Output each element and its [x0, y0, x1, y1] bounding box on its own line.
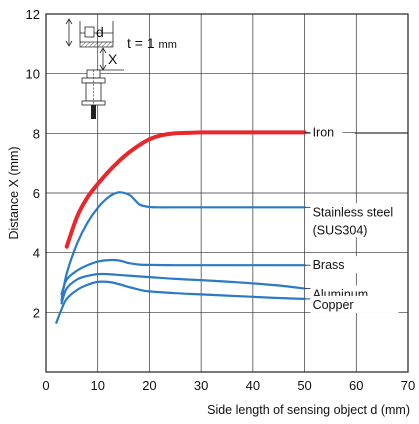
x-tick-label: 70	[401, 378, 415, 393]
y-tick-label: 2	[33, 305, 40, 320]
series-label-copper: Copper	[313, 298, 354, 312]
x-axis-label: Side length of sensing object d (mm)	[207, 403, 410, 417]
sensor-inset-diagram: d X t = 1 mm	[65, 18, 177, 119]
inset-sensor-cable	[91, 105, 96, 119]
tick-labels: 0 10 20 30 40 50 60 70 2 4 6 8 10 12	[26, 7, 416, 393]
inset-x-label: X	[108, 51, 118, 67]
series-lines	[55, 130, 307, 324]
inset-arrow-down	[65, 40, 73, 47]
y-tick-label: 10	[26, 67, 40, 82]
inset-x-arrow-up	[99, 47, 107, 54]
series-line-stainless-steel	[60, 191, 306, 302]
x-tick-label: 20	[142, 378, 156, 393]
series-line-brass	[60, 258, 306, 296]
inset-arrow-up	[65, 18, 73, 25]
series-label-bg	[310, 203, 399, 238]
y-tick-label: 12	[26, 7, 40, 22]
y-tick-label: 4	[33, 246, 40, 261]
x-tick-label: 60	[349, 378, 363, 393]
x-tick-label: 10	[90, 378, 104, 393]
inset-d-label: d	[96, 24, 104, 40]
y-tick-label: 6	[33, 186, 40, 201]
x-tick-label: 0	[42, 378, 49, 393]
series-label-brass: Brass	[313, 258, 345, 272]
x-tick-label: 50	[297, 378, 311, 393]
y-tick-label: 8	[33, 126, 40, 141]
plot-frame	[45, 13, 409, 373]
x-tick-label: 40	[246, 378, 260, 393]
series-label-sus304: (SUS304)	[313, 223, 368, 237]
x-tick-label: 30	[194, 378, 208, 393]
series-line-copper	[55, 280, 306, 324]
inset-square-symbol	[84, 26, 95, 38]
series-line-aluminum	[60, 272, 306, 305]
inset-target-plate	[79, 41, 114, 48]
series-label-bg	[310, 256, 399, 274]
series-label-iron: Iron	[313, 125, 335, 139]
series-label-stainless-steel: Stainless steel	[313, 205, 394, 219]
series-label-bg	[310, 295, 399, 313]
series-label-bg	[310, 123, 355, 141]
y-axis-label: Distance X (mm)	[7, 146, 21, 239]
series-line-iron	[64, 130, 307, 249]
inset-condition: t = 1 mm	[127, 35, 177, 51]
